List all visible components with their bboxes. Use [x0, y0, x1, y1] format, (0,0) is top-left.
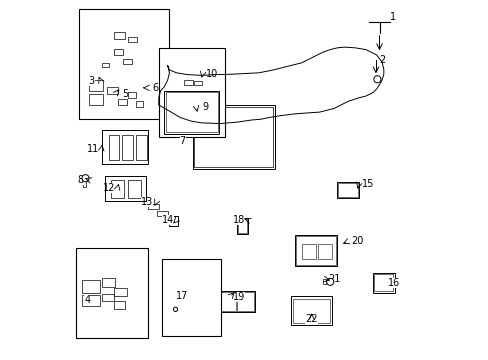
Bar [123, 59, 132, 64]
Bar [76, 248, 148, 338]
Bar [82, 295, 100, 306]
Bar [82, 280, 100, 293]
Text: 18: 18 [232, 215, 244, 225]
Bar [102, 63, 108, 67]
Text: 2: 2 [378, 55, 384, 65]
Bar [136, 135, 146, 160]
Bar [89, 80, 103, 91]
Circle shape [326, 278, 333, 285]
Bar [107, 87, 118, 94]
Text: 12: 12 [102, 183, 115, 193]
Bar [338, 183, 357, 197]
Bar [192, 105, 274, 169]
Bar [135, 102, 143, 107]
Bar [238, 219, 246, 233]
Bar [80, 9, 169, 119]
Bar [114, 288, 126, 296]
Bar [162, 258, 221, 337]
Bar [128, 37, 137, 42]
Bar [373, 274, 393, 292]
Text: 15: 15 [361, 179, 373, 189]
Bar [301, 244, 315, 258]
Bar [89, 94, 103, 105]
Text: 8: 8 [78, 175, 84, 185]
Text: 20: 20 [350, 237, 363, 247]
Bar [163, 315, 174, 331]
Bar [292, 298, 329, 323]
Text: 11: 11 [86, 144, 99, 154]
Bar [323, 279, 325, 284]
Text: 19: 19 [232, 292, 244, 302]
Bar [164, 91, 219, 134]
Text: 16: 16 [387, 278, 400, 288]
Bar [183, 80, 192, 85]
Bar [148, 204, 159, 208]
Text: 10: 10 [205, 68, 217, 78]
Bar [127, 180, 141, 198]
Bar [102, 278, 115, 287]
Bar [237, 292, 253, 311]
Bar [122, 135, 133, 160]
Bar [317, 244, 331, 258]
Bar [237, 217, 247, 234]
Circle shape [173, 307, 177, 311]
Text: 5: 5 [122, 89, 128, 99]
Bar [194, 107, 272, 167]
Circle shape [373, 76, 380, 83]
Text: 3: 3 [88, 76, 95, 86]
Bar [219, 291, 255, 312]
Bar [175, 309, 218, 331]
Text: 1: 1 [389, 13, 396, 22]
Bar [169, 216, 178, 226]
Bar [220, 292, 236, 311]
Bar [114, 301, 124, 309]
Text: 13: 13 [141, 197, 153, 207]
Bar [337, 182, 358, 198]
Bar [372, 273, 394, 293]
Bar [118, 99, 126, 105]
Text: 22: 22 [305, 314, 317, 324]
Text: 17: 17 [176, 291, 188, 301]
Bar [294, 235, 337, 266]
Bar [295, 237, 336, 265]
Text: 6: 6 [153, 83, 159, 93]
Bar [114, 49, 123, 55]
Text: 4: 4 [84, 295, 90, 305]
Bar [176, 310, 196, 330]
Bar [102, 294, 114, 301]
Bar [82, 180, 85, 187]
Bar [157, 211, 167, 216]
Text: 14: 14 [161, 215, 173, 225]
Bar [114, 32, 124, 39]
Text: 21: 21 [327, 274, 340, 284]
Bar [194, 81, 202, 85]
Bar [108, 135, 119, 160]
Bar [290, 296, 331, 325]
Text: 9: 9 [202, 102, 208, 112]
Bar [110, 180, 124, 198]
Bar [165, 93, 217, 132]
Text: 7: 7 [179, 136, 185, 147]
Bar [197, 310, 217, 330]
Circle shape [82, 175, 89, 182]
Bar [128, 93, 136, 98]
Bar [159, 48, 224, 137]
